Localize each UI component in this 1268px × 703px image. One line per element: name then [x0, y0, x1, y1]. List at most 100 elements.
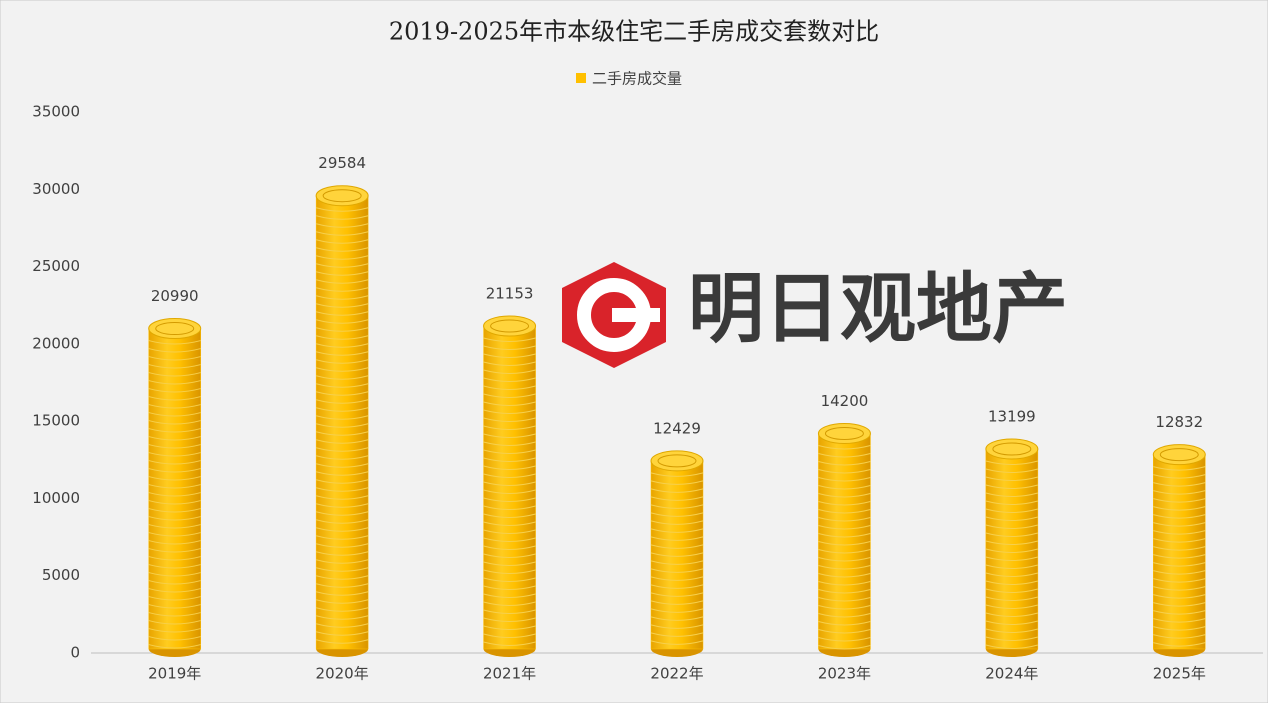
coin-edge — [650, 592, 704, 597]
coin-edge — [148, 412, 201, 417]
coin-edge — [316, 543, 369, 548]
coin-edge — [483, 529, 536, 535]
coin-edge — [148, 636, 201, 641]
coin-edge — [818, 493, 871, 498]
coin-edge — [148, 644, 201, 649]
coin-edge — [985, 644, 1038, 649]
coin-face — [992, 442, 1032, 456]
coin-top — [1152, 444, 1206, 466]
coin-edge — [483, 377, 536, 383]
bar — [1153, 454, 1206, 650]
coin-edge — [483, 585, 536, 591]
coin-edge — [316, 551, 369, 556]
coin-edge — [316, 567, 369, 572]
coin-edge — [148, 508, 201, 513]
value-label: 20990 — [151, 287, 199, 305]
coin-edge — [650, 568, 704, 573]
coin-edge — [650, 640, 704, 645]
coin-edge — [650, 544, 704, 549]
y-tick-label: 0 — [70, 644, 80, 662]
coin-edge — [818, 445, 871, 450]
coin-edge — [316, 519, 369, 524]
coin-edge — [818, 525, 871, 530]
coin-edge — [483, 385, 536, 391]
value-label: 12832 — [1155, 413, 1203, 431]
coin-top — [650, 450, 704, 472]
coin-edge — [1153, 514, 1206, 519]
coin-edge — [818, 541, 871, 546]
coin-edge — [148, 540, 201, 545]
coin-edge — [148, 468, 201, 473]
coin-edge — [483, 409, 536, 415]
coin-edge — [316, 351, 369, 356]
coin-edge — [985, 636, 1038, 641]
coin-edge — [483, 593, 536, 599]
coin-edge — [316, 479, 369, 484]
x-tick-label: 2024年 — [985, 665, 1038, 683]
coin-edge — [483, 457, 536, 463]
coin-edge — [148, 388, 201, 393]
coin-edge — [148, 572, 201, 577]
coin-edge — [316, 335, 369, 340]
coin-edge — [985, 548, 1038, 553]
coin-edge — [818, 597, 871, 602]
coin-edge — [650, 496, 704, 501]
coin-edge — [483, 393, 536, 399]
x-tick-label: 2020年 — [316, 665, 369, 683]
coin-edge — [985, 628, 1038, 633]
coin-edge — [148, 396, 201, 401]
coin-edge — [483, 473, 536, 479]
coin-edge — [483, 369, 536, 375]
coin-face — [490, 319, 530, 333]
coin-edge — [650, 552, 704, 557]
coin-edge — [985, 484, 1038, 489]
watermark: 明日观地产 — [688, 264, 1068, 353]
coin-edge — [316, 607, 369, 612]
value-label: 21153 — [486, 285, 534, 303]
coin-edge — [316, 311, 369, 316]
y-tick-label: 5000 — [42, 566, 80, 584]
coin-edge — [483, 561, 536, 567]
coin-edge — [650, 608, 704, 613]
coin-edge — [148, 460, 201, 465]
coin-edge — [1153, 562, 1206, 567]
coin-edge — [483, 569, 536, 575]
coin-edge — [1153, 506, 1206, 511]
coin-edge — [316, 287, 369, 292]
coin-edge — [148, 476, 201, 481]
coin-edge — [1153, 610, 1206, 615]
coin-edge — [316, 615, 369, 620]
coin-edge — [316, 407, 369, 412]
coin-edge — [1153, 618, 1206, 623]
coin-face — [824, 427, 864, 441]
value-label: 29584 — [318, 154, 366, 172]
coin-edge — [650, 616, 704, 621]
coin-edge — [650, 576, 704, 581]
coin-edge — [1153, 482, 1206, 487]
coin-edge — [483, 441, 536, 447]
coin-edge — [818, 453, 871, 458]
coin-face — [155, 322, 195, 336]
y-tick-label: 25000 — [32, 257, 80, 275]
coin-edge — [316, 575, 369, 580]
value-label: 13199 — [988, 407, 1036, 425]
coin-edge — [985, 612, 1038, 617]
coin-edge — [818, 533, 871, 538]
coin-edge — [818, 589, 871, 594]
coin-edge — [148, 548, 201, 553]
coin-edge — [483, 601, 536, 607]
coin-edge — [148, 612, 201, 617]
coin-edge — [1153, 602, 1206, 607]
coin-edge — [483, 361, 536, 367]
coin-edge — [148, 588, 201, 593]
coin-edge — [316, 559, 369, 564]
coin-edge — [650, 472, 704, 477]
coin-edge — [148, 356, 201, 361]
coin-edge — [148, 364, 201, 369]
coin-edge — [316, 631, 369, 636]
coin-edge — [1153, 642, 1206, 647]
coin-edge — [1153, 626, 1206, 631]
coin-edge — [1153, 546, 1206, 551]
coin-edge — [148, 580, 201, 585]
